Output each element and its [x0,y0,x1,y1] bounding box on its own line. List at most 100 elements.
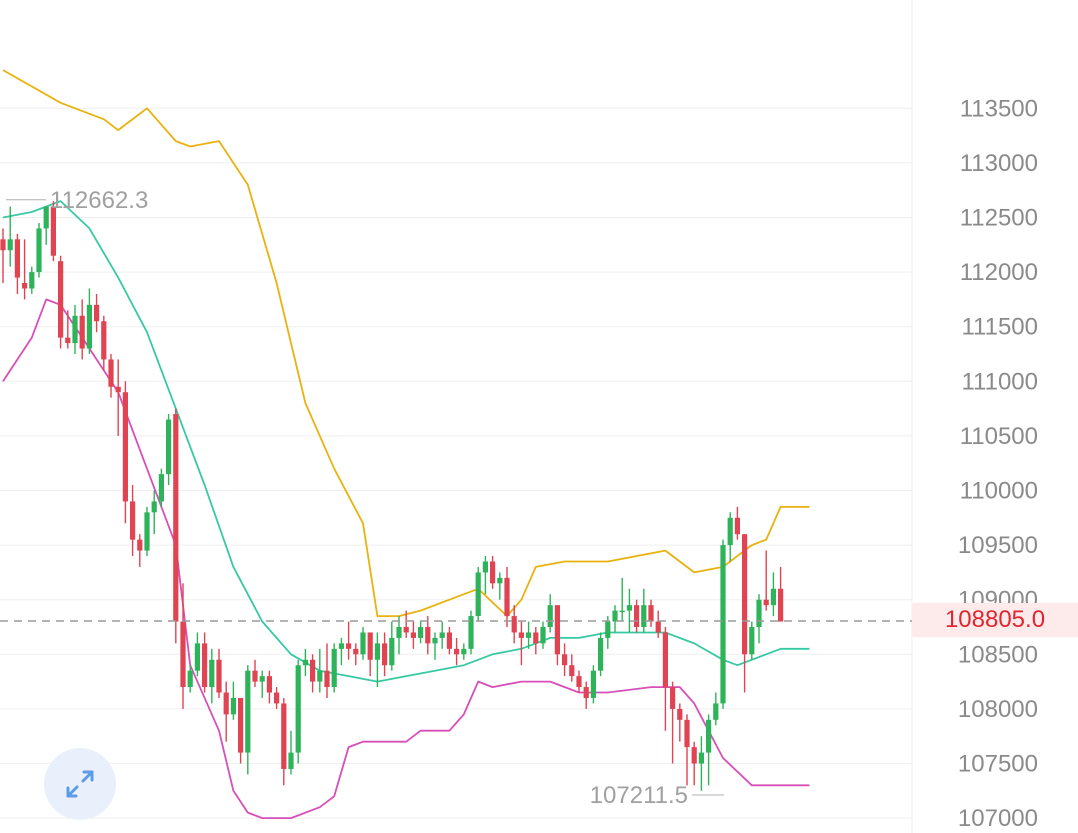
candle-body [511,616,517,633]
candle-down [58,255,64,349]
candle-up [713,692,719,726]
candle-down [734,506,740,540]
candle-down [173,408,179,644]
candle-down [382,632,388,677]
y-tick-label: 112500 [960,205,1038,232]
candle-body [439,632,445,638]
candle-body [490,561,496,584]
candle-down [569,654,575,682]
candle-up [720,539,726,709]
candle-up [151,490,157,535]
y-tick-label: 107000 [958,805,1038,832]
candle-body [144,512,150,551]
candle-down [274,687,280,709]
middle-band-line [2,200,810,683]
candle-body [504,577,510,617]
candle-body [742,534,748,655]
candle-up [482,556,488,595]
candle-body [670,687,676,709]
candle-body [598,637,604,671]
candle-up [547,594,553,633]
candle-down [634,599,640,633]
candle-body [209,659,215,688]
candle-up [230,681,236,720]
candle-down [122,381,128,524]
candle-up [158,468,164,507]
candle-down [454,637,460,666]
low-label: 107211.5 [590,782,688,809]
candle-up [144,506,150,557]
candle-up [540,621,546,649]
candle-up [295,659,301,764]
y-tick-label: 113500 [960,95,1038,122]
candle-body [497,577,503,584]
candle-down [14,233,20,294]
candle-down [94,293,100,333]
candle-up [36,222,42,278]
candle-up [29,266,35,294]
candle-down [670,681,676,764]
y-tick-label: 109500 [958,532,1038,559]
fullscreen-button[interactable] [44,748,116,820]
candle-body [684,719,690,748]
candle-body [317,670,323,682]
candle-down [504,566,510,627]
candle-body [612,610,618,622]
candle-body [562,654,568,666]
candle-body [425,627,431,644]
candle-up [187,665,193,693]
candle-body [410,632,416,638]
candle-body [180,621,186,688]
candle-body [115,386,121,393]
candle-body [259,676,265,682]
candle-down [446,627,452,655]
candle-body [389,637,395,666]
upper-band-line [2,69,810,617]
candle-body [461,648,467,655]
candle-up [770,572,776,617]
candle-up [389,621,395,671]
candle-down [691,741,697,786]
candle-body [583,687,589,698]
candle-body [310,659,316,682]
candle-up [526,621,532,649]
candle-body [677,708,683,720]
candle-body [576,676,582,688]
candle-body [418,627,424,638]
candle-up [209,648,215,704]
candle-down [281,697,287,786]
high-label: 112662.3 [50,187,148,214]
candle-body [554,605,560,655]
candle-down [576,670,582,693]
candle-body [14,239,20,278]
candle-body [158,474,164,502]
candle-down [202,632,208,693]
y-tick-label: 107500 [958,751,1038,778]
candle-body [58,261,64,338]
candle-down [662,627,668,731]
candle-body [346,643,352,649]
candle-body [763,599,769,606]
candle-body [691,747,697,764]
candle-body [295,665,301,753]
candle-body [655,621,661,633]
candle-up [374,632,380,688]
candle-body [518,632,524,638]
candle-down [115,359,121,436]
candle-up [166,414,172,486]
candle-body [245,670,251,753]
candle-up [302,648,308,677]
candle-body [374,643,380,660]
candle-body [382,643,388,666]
candle-up [432,632,438,660]
candle-body [151,501,157,513]
candle-up [749,621,755,660]
y-tick-label: 108500 [958,641,1038,668]
candle-down [648,599,654,627]
candle-down [763,550,769,611]
candle-body [770,588,776,606]
candle-body [274,692,280,704]
candle-body [223,692,229,715]
candle-down [310,654,316,693]
